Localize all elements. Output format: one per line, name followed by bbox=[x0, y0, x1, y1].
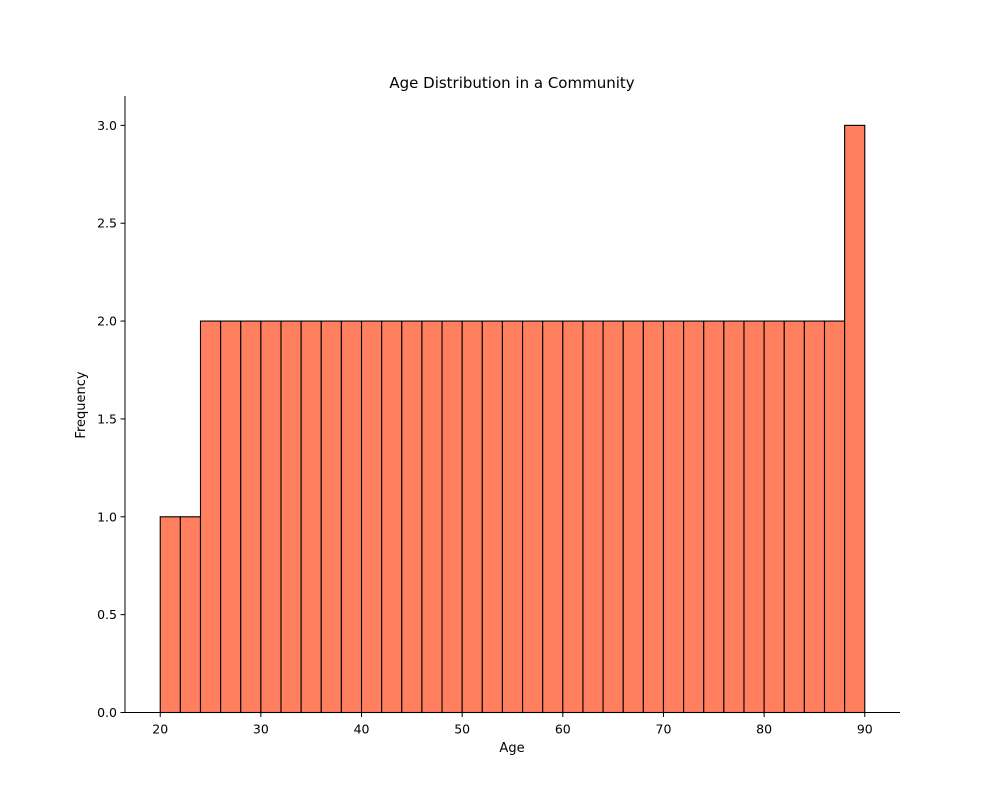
x-tick-label: 90 bbox=[857, 722, 873, 737]
y-tick-label: 2.5 bbox=[97, 216, 117, 231]
histogram-bar bbox=[240, 320, 262, 714]
x-tick-label: 70 bbox=[656, 722, 672, 737]
x-ticks-layer: 20 30 40 50 60 70 80 90 bbox=[152, 712, 873, 737]
histogram-bar bbox=[743, 320, 765, 714]
histogram-bar bbox=[622, 320, 644, 714]
x-tick-label: 40 bbox=[354, 722, 370, 737]
y-tick-label: 1.0 bbox=[97, 509, 117, 524]
histogram-bar bbox=[159, 516, 181, 714]
histogram-bar bbox=[642, 320, 665, 714]
x-tick-label: 50 bbox=[454, 722, 470, 737]
histogram-bar bbox=[401, 320, 423, 714]
histogram-bar bbox=[844, 124, 866, 714]
chart-title: Age Distribution in a Community bbox=[389, 74, 634, 92]
histogram-bar bbox=[823, 320, 846, 714]
x-tick-label: 80 bbox=[756, 722, 772, 737]
histogram-bar bbox=[662, 320, 685, 714]
histogram-bar bbox=[501, 320, 524, 714]
histogram-bar bbox=[602, 320, 624, 714]
histogram-bar bbox=[381, 320, 403, 714]
histogram-bar bbox=[421, 320, 443, 714]
y-tick-label: 1.5 bbox=[97, 411, 117, 426]
histogram-bar bbox=[260, 320, 282, 714]
y-tick-label: 0.0 bbox=[97, 705, 117, 720]
bars-layer bbox=[159, 124, 866, 714]
histogram-bar bbox=[461, 320, 483, 714]
histogram-bar bbox=[360, 320, 383, 714]
histogram-bar bbox=[542, 320, 564, 714]
histogram-bar bbox=[300, 320, 322, 714]
histogram-bar bbox=[683, 320, 705, 714]
histogram-bar bbox=[280, 320, 302, 714]
histogram-bar bbox=[441, 320, 463, 714]
histogram-bar bbox=[763, 320, 785, 714]
histogram-bar bbox=[582, 320, 604, 714]
histogram-bar bbox=[481, 320, 503, 714]
x-tick-label: 20 bbox=[152, 722, 168, 737]
y-ticks-layer: 0.0 0.5 1.0 1.5 2.0 2.5 3.0 bbox=[97, 118, 125, 720]
histogram-bar bbox=[179, 516, 202, 714]
histogram-bar bbox=[320, 320, 342, 714]
histogram-bar bbox=[723, 320, 745, 714]
histogram-bar bbox=[199, 320, 222, 714]
y-tick-label: 3.0 bbox=[97, 118, 117, 133]
histogram-bar bbox=[783, 320, 805, 714]
histogram-bar bbox=[803, 320, 826, 714]
histogram-bar bbox=[340, 320, 363, 714]
y-tick-label: 2.0 bbox=[97, 314, 117, 329]
histogram-bar bbox=[522, 320, 544, 714]
histogram-bar bbox=[703, 320, 725, 714]
x-axis-label: Age bbox=[499, 741, 524, 756]
x-tick-label: 60 bbox=[555, 722, 571, 737]
histogram-bar bbox=[220, 320, 242, 714]
x-tick-label: 30 bbox=[253, 722, 269, 737]
histogram-bar bbox=[562, 320, 584, 714]
y-axis-label: Frequency bbox=[74, 371, 89, 438]
y-tick-label: 0.5 bbox=[97, 607, 117, 622]
